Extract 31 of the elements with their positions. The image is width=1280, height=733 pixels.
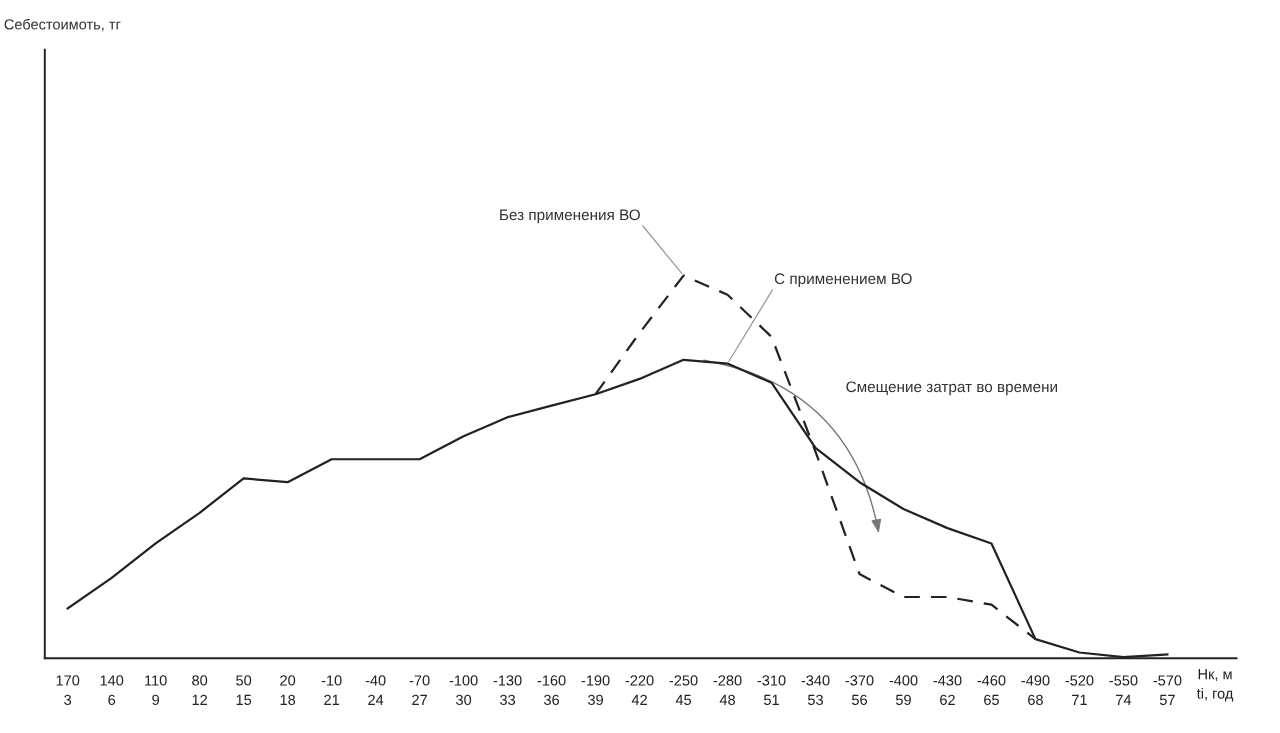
x-tick-label: 110 9 <box>145 675 167 706</box>
x-tick-label: -550 74 <box>1109 675 1138 705</box>
x-tick-label: -430 62 <box>933 675 962 706</box>
x-tick-label: -460 65 <box>977 675 1006 706</box>
x-tick-label: 140 6 <box>100 675 124 706</box>
x-tick-label: 170 3 <box>56 675 80 706</box>
x-tick-label: -340 53 <box>801 675 830 706</box>
text: Себестоимоть, тг <box>4 18 121 32</box>
x-tick-label: -370 56 <box>845 675 874 706</box>
x-tick-label: -490 68 <box>1021 675 1050 706</box>
text: С применением ВО <box>774 273 912 288</box>
annotation: Смещение затрат во времени <box>846 381 1057 396</box>
x-tick-label: -310 51 <box>757 675 786 706</box>
x-tick-label: 50 15 <box>236 675 252 706</box>
x-tick-label: -220 42 <box>625 675 654 705</box>
x-tick-label: -160 36 <box>537 675 566 706</box>
x-tick-label: -100 30 <box>449 675 478 706</box>
x-tick-label: -400 59 <box>889 675 918 706</box>
x-axis-title: Нк, м ti, год <box>1196 669 1234 702</box>
x-tick-label: -570 57 <box>1153 675 1182 706</box>
x-tick-label: 80 12 <box>192 675 208 705</box>
x-tick-label: -250 45 <box>669 675 698 706</box>
x-tick-label: -40 24 <box>365 675 386 705</box>
x-tick-label: -10 21 <box>321 675 342 705</box>
x-tick-label: -520 71 <box>1065 675 1094 705</box>
x-tick-label: -70 27 <box>409 675 430 705</box>
x-tick-label: -280 48 <box>713 675 742 706</box>
x-tick-label: 20 18 <box>280 675 296 706</box>
text: Без применения ВО <box>500 209 640 224</box>
x-tick-label: -130 33 <box>493 675 522 706</box>
x-tick-label: -190 39 <box>581 675 610 706</box>
